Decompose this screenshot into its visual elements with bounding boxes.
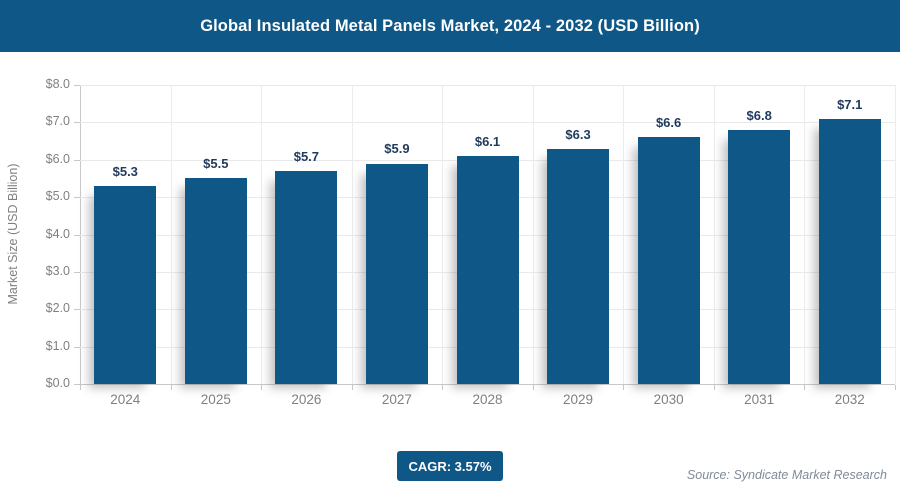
chart-header-band: Global Insulated Metal Panels Market, 20… [0,0,900,52]
gridline-v [351,85,353,384]
x-tick-label: 2032 [834,392,865,407]
bar-value-label: $5.5 [203,156,229,172]
bar-2025 [184,178,247,384]
y-axis-tick [74,271,80,273]
x-tick-label: 2026 [291,392,322,407]
bar-value-label: $6.1 [474,134,501,149]
y-tick-label: $8.0 [45,77,70,91]
bar-value-label: $5.7 [293,148,320,164]
x-axis-tick [713,385,715,390]
y-tick-label: $0.0 [45,376,70,390]
x-tick-label: 2029 [563,392,594,407]
bar-2029 [547,148,610,384]
gridline-v [623,85,625,384]
gridline-v [442,85,444,384]
bar-2026 [275,170,338,384]
y-tick-label: $7.0 [45,114,70,129]
x-axis-tick [895,385,896,390]
x-tick-label: 2028 [472,392,503,407]
y-tick-label: $6.0 [45,151,70,166]
x-axis-tick [261,385,263,390]
bar-value-label: $5.9 [384,141,410,157]
bar-2032 [818,118,881,384]
x-axis-tick [623,385,625,390]
x-tick-label: 2027 [381,392,412,407]
bar-2024 [94,185,157,384]
y-axis-tick [74,159,80,161]
x-axis-tick [351,385,353,390]
gridline-h [80,85,895,86]
gridline-v [261,85,263,384]
plot-area [74,85,896,390]
bar-value-label: $6.8 [746,107,772,123]
cagr-label: CAGR: 3.57% [408,458,492,474]
y-tick-label: $4.0 [45,226,70,241]
x-tick-label: 2025 [200,392,231,407]
x-axis-tick [442,385,444,390]
bar-2027 [365,163,428,384]
y-tick-label: $2.0 [45,301,70,316]
bar-value-label: $7.1 [837,96,863,112]
x-tick-label: 2024 [110,392,141,407]
gridline-v [804,85,806,384]
source-credit: Source: Syndicate Market Research [686,468,887,482]
x-axis-line [80,384,895,385]
cagr-badge: CAGR: 3.57% [397,451,503,481]
bar-2028 [456,156,519,384]
gridline-v [895,85,896,384]
gridline-v [713,85,715,384]
y-axis-tick [74,384,80,385]
y-axis-title: Market Size (USD Billion) [6,163,20,305]
y-axis-tick [74,234,80,236]
y-axis-tick [74,346,80,348]
y-axis-tick [74,85,80,86]
y-tick-label: $3.0 [45,263,70,278]
y-tick-label: $5.0 [45,189,70,204]
bar-2030 [637,137,700,384]
bar-value-label: $5.3 [112,163,138,179]
y-axis-tick [74,309,80,311]
x-axis-tick [170,385,172,390]
bar-2031 [728,129,791,384]
y-axis-tick [74,122,80,124]
x-axis-tick [804,385,806,390]
y-axis-tick [74,197,80,199]
bar-value-label: $6.6 [655,115,682,131]
y-tick-label: $1.0 [45,338,70,353]
x-tick-label: 2030 [653,392,684,407]
gridline-v [170,85,172,384]
x-axis-tick [80,385,81,390]
gridline-h [80,122,895,124]
x-axis-tick [532,385,534,390]
chart-title: Global Insulated Metal Panels Market, 20… [200,16,700,35]
x-tick-label: 2031 [744,392,775,407]
gridline-v [532,85,534,384]
bar-value-label: $6.3 [565,126,591,142]
